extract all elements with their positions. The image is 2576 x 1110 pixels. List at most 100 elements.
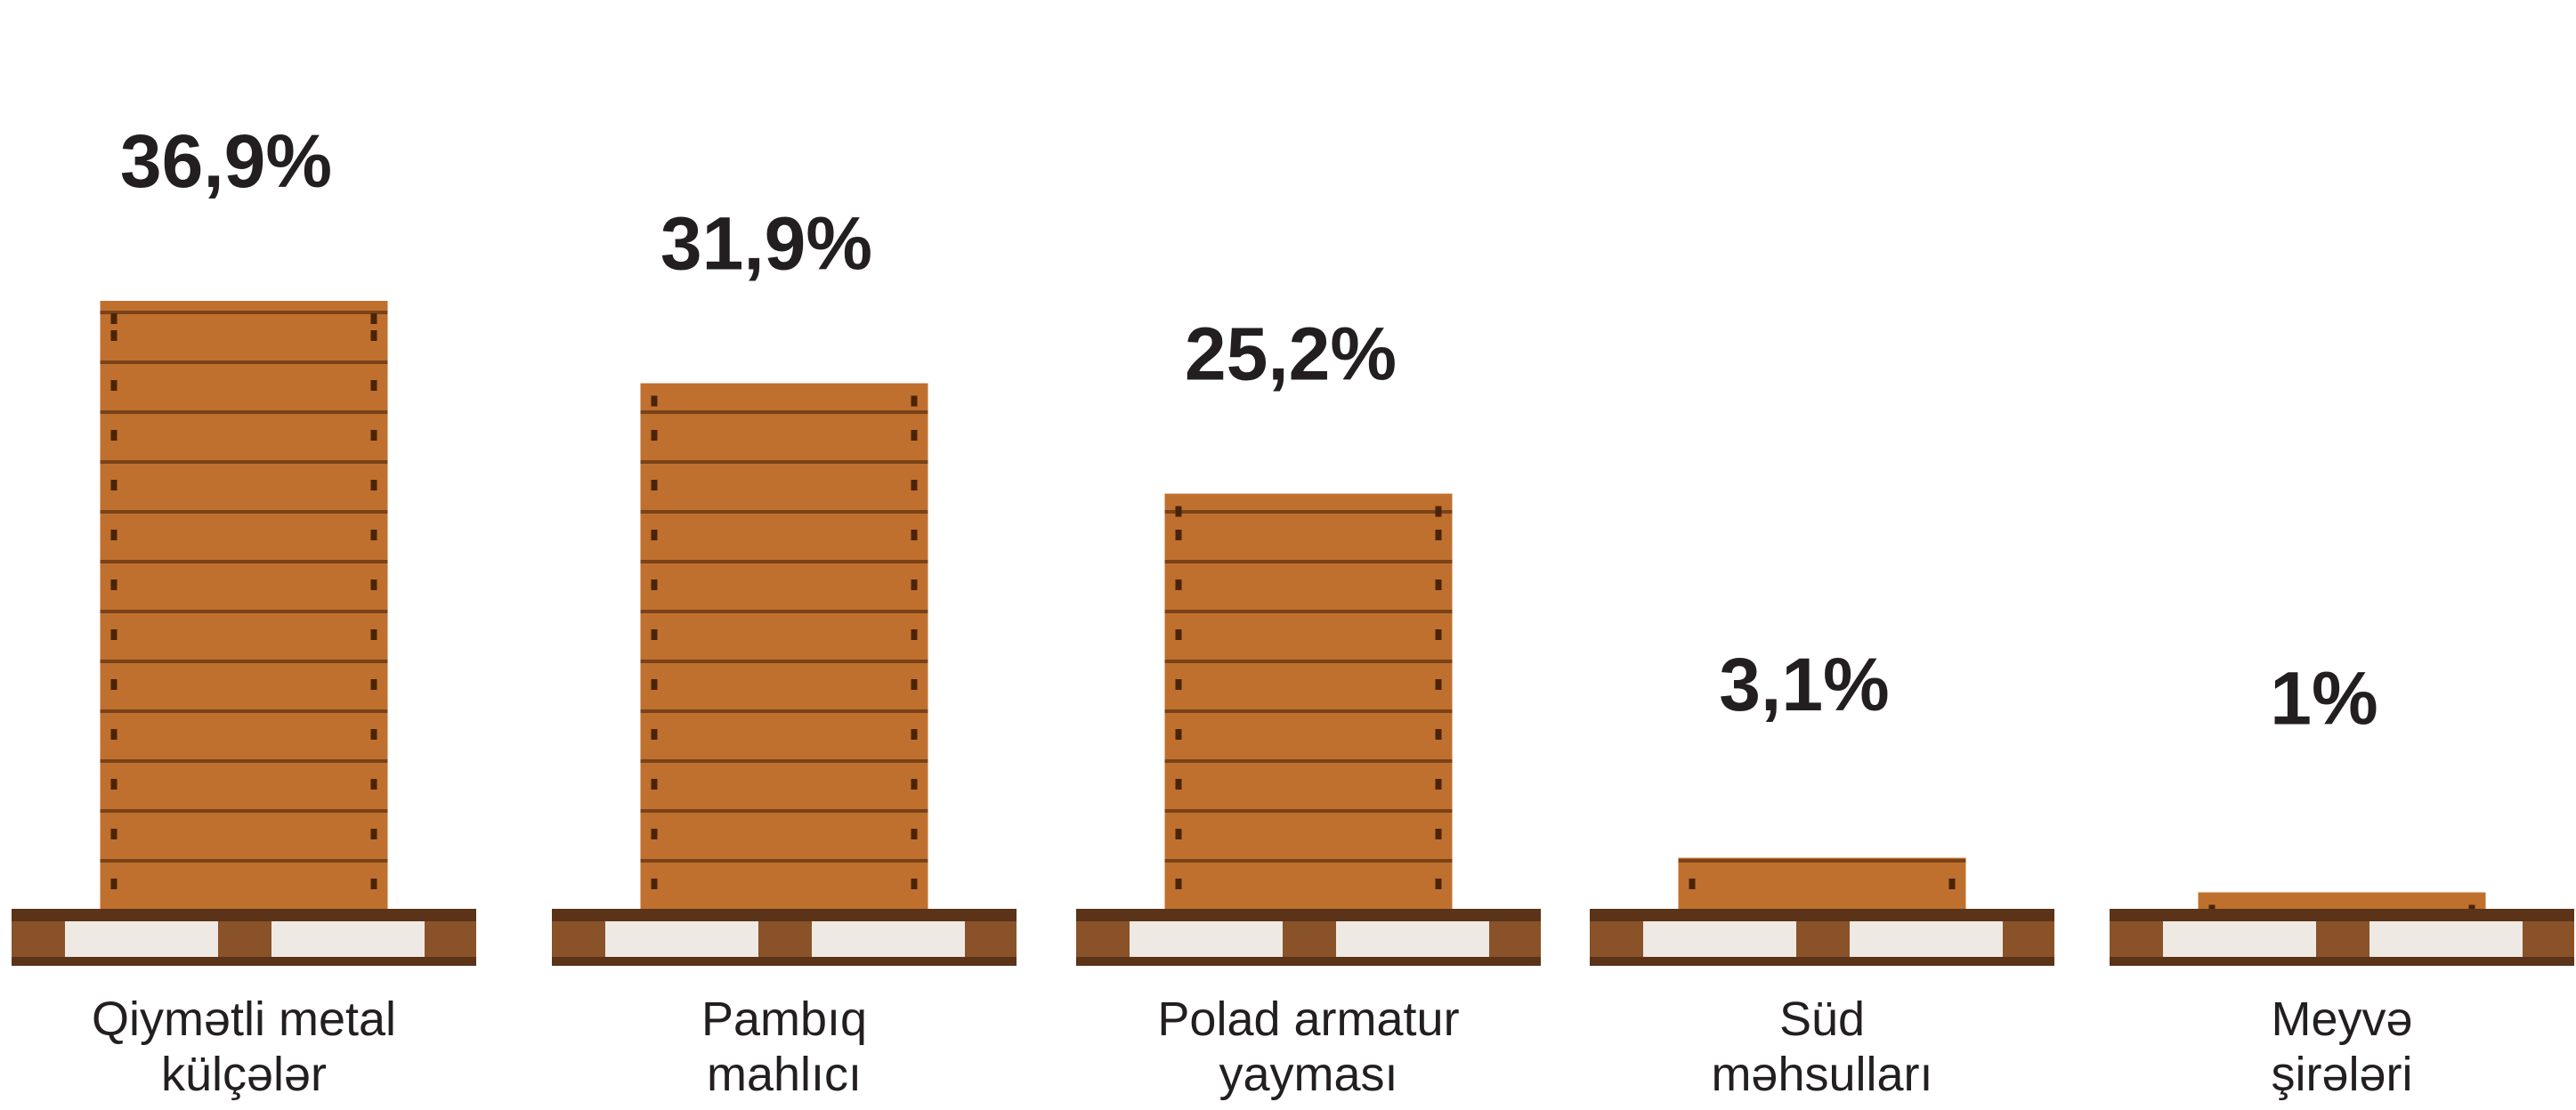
- crate-nail: [652, 530, 658, 540]
- crate-nail: [1176, 629, 1182, 640]
- crate-nail: [1176, 829, 1182, 839]
- crate-seam: [641, 660, 928, 663]
- crate-nail: [1176, 729, 1182, 740]
- crate-nail: [111, 879, 117, 889]
- pallet-block: [1336, 921, 1489, 957]
- crate-nail: [1176, 679, 1182, 690]
- crate-nail: [1436, 729, 1442, 740]
- crate-nail: [371, 480, 377, 490]
- crate-nail: [652, 430, 658, 441]
- crate-nail: [111, 530, 117, 540]
- value-label: 31,9%: [660, 202, 872, 286]
- crate-nail: [371, 313, 377, 324]
- crate-seam: [641, 410, 928, 414]
- crate-seam: [1165, 510, 1453, 514]
- crate-seam: [101, 460, 388, 464]
- crate-nail: [1176, 879, 1182, 889]
- crate-seam: [641, 560, 928, 563]
- crate-nail: [652, 779, 658, 790]
- crate-nail: [111, 679, 117, 690]
- pallet-bottom: [12, 957, 476, 966]
- pallet-top: [1590, 909, 2054, 921]
- crate-seam: [1165, 560, 1453, 563]
- crate-nail: [1176, 579, 1182, 590]
- crate-nail: [911, 879, 918, 889]
- crate-stack: [101, 301, 388, 909]
- crate-nail: [371, 430, 377, 441]
- crate-seam: [101, 560, 388, 563]
- crate-nail: [111, 330, 117, 341]
- crate-nail: [652, 629, 658, 640]
- crate-nail: [1689, 879, 1696, 889]
- crate-nail: [911, 679, 918, 690]
- category-label: Meyvə: [2271, 993, 2412, 1046]
- crate-nail: [371, 679, 377, 690]
- crate-nail: [911, 629, 918, 640]
- crate-seam: [101, 610, 388, 613]
- category-label: yayması: [1219, 1048, 1397, 1101]
- crate-nail: [111, 380, 117, 391]
- crate-stack: [1165, 494, 1453, 909]
- pallet-block: [605, 921, 758, 957]
- crate-nail: [1436, 506, 1442, 517]
- crate-nail: [911, 480, 918, 490]
- category-label: Qiymətli metal: [92, 993, 396, 1046]
- crate-nail: [371, 879, 377, 889]
- pallet-top: [1076, 909, 1541, 921]
- crate-seam: [1165, 859, 1453, 863]
- crate-nail: [111, 629, 117, 640]
- value-label: 3,1%: [1719, 643, 1889, 726]
- crate-seam: [1165, 660, 1453, 663]
- crate-seam: [101, 311, 388, 314]
- crate-nail: [111, 829, 117, 839]
- pallet-top: [2110, 909, 2574, 921]
- crate-seam: [641, 460, 928, 464]
- crate-nail: [1436, 579, 1442, 590]
- crate-seam: [641, 610, 928, 613]
- crate-nail: [1436, 779, 1442, 790]
- crate-seam: [1165, 709, 1453, 713]
- crate-nail: [371, 579, 377, 590]
- crate-nail: [652, 829, 658, 839]
- crate-nail: [652, 579, 658, 590]
- crate-seam: [101, 859, 388, 863]
- category-label: Polad armatur: [1157, 993, 1459, 1046]
- crate-nail: [371, 779, 377, 790]
- pallet-block: [271, 921, 425, 957]
- category-label: Pambıq: [701, 993, 867, 1046]
- pallet-block: [2369, 921, 2523, 957]
- crate-nail: [652, 396, 658, 407]
- crate-nail: [371, 829, 377, 839]
- crate-seam: [101, 759, 388, 763]
- crate-seam: [101, 410, 388, 414]
- crate-nail: [111, 579, 117, 590]
- category-label: məhsulları: [1711, 1048, 1932, 1101]
- crate-nail: [1436, 879, 1442, 889]
- crate-seam: [641, 809, 928, 813]
- value-label: 36,9%: [120, 119, 332, 203]
- crate-nail: [652, 480, 658, 490]
- crate-nail: [371, 380, 377, 391]
- crate-stack: [1679, 858, 1966, 909]
- crate-seam: [1165, 809, 1453, 813]
- crate-nail: [911, 530, 918, 540]
- crate-nail: [371, 330, 377, 341]
- crate-nail: [1176, 779, 1182, 790]
- category-label: mahlıcı: [707, 1048, 862, 1101]
- crate-nail: [371, 729, 377, 740]
- crate-nail: [652, 729, 658, 740]
- crate-seam: [1165, 759, 1453, 763]
- pallet-block: [1130, 921, 1283, 957]
- pallet-block: [1850, 921, 2003, 957]
- crate-nail: [1949, 879, 1956, 889]
- crate-nail: [1176, 506, 1182, 517]
- crate-seam: [641, 510, 928, 514]
- category-label: şirələri: [2271, 1048, 2412, 1101]
- crate-nail: [911, 396, 918, 407]
- category-label: külçələr: [161, 1048, 327, 1101]
- pallet-block: [65, 921, 218, 957]
- pallet-block: [1643, 921, 1796, 957]
- category-label: Süd: [1779, 993, 1865, 1046]
- crate-seam: [101, 660, 388, 663]
- pallet-block: [812, 921, 965, 957]
